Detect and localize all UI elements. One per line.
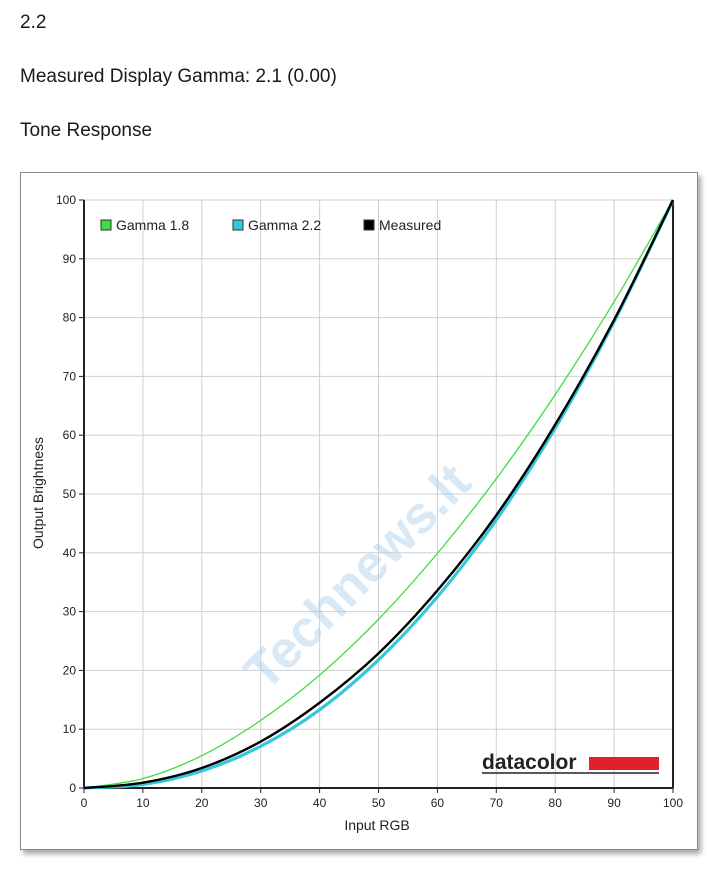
x-tick-label: 70 <box>490 796 504 810</box>
x-tick-label: 40 <box>313 796 327 810</box>
x-tick-label: 80 <box>549 796 563 810</box>
tone-response-title: Tone Response <box>20 120 153 141</box>
legend-swatch-measured <box>363 219 375 231</box>
legend-swatch-gamma-2-2 <box>232 219 244 231</box>
y-tick-label: 70 <box>63 369 77 383</box>
y-tick-label: 0 <box>69 781 76 795</box>
legend-label-gamma-1-8: Gamma 1.8 <box>116 217 189 233</box>
x-tick-label: 30 <box>254 796 268 810</box>
measured-gamma-text: Measured Display Gamma: 2.1 (0.00) <box>20 66 337 87</box>
x-tick-label: 90 <box>607 796 621 810</box>
tone-response-chart-frame: Technews.lt 0 10 20 30 40 50 60 70 80 90 100 0 10 20 3… <box>20 172 698 850</box>
gamma-target-value: 2.2 <box>20 12 47 33</box>
x-tick-label: 0 <box>81 796 88 810</box>
y-tick-label: 40 <box>63 546 77 560</box>
y-tick-label: 80 <box>63 311 77 325</box>
series-line-measured <box>83 199 675 790</box>
legend-swatch-gamma-1-8 <box>100 219 112 231</box>
legend-label-measured: Measured <box>379 217 441 233</box>
y-tick-label: 60 <box>63 428 77 442</box>
y-tick-label: 10 <box>63 722 77 736</box>
x-tick-label: 10 <box>136 796 150 810</box>
x-tick-label: 100 <box>663 796 683 810</box>
tone-response-chart: Technews.lt 0 10 20 30 40 50 60 70 80 90 100 0 10 20 3… <box>30 193 683 833</box>
svg-text:Technews.lt: Technews.lt <box>233 453 482 702</box>
series-line-gamma-1-8 <box>83 199 674 789</box>
datacolor-logo: datacolor <box>482 751 659 774</box>
x-axis-label: Input RGB <box>344 817 409 833</box>
svg-text:datacolor: datacolor <box>482 751 577 774</box>
y-tick-label: 30 <box>63 605 77 619</box>
legend-label-gamma-2-2: Gamma 2.2 <box>248 217 321 233</box>
y-tick-label: 50 <box>63 487 77 501</box>
x-tick-label: 20 <box>195 796 209 810</box>
y-tick-label: 20 <box>63 663 77 677</box>
y-axis-label: Output Brightness <box>30 437 46 549</box>
x-tick-label: 60 <box>431 796 445 810</box>
x-tick-label: 50 <box>372 796 386 810</box>
y-tick-label: 90 <box>63 252 77 266</box>
watermark-logo: Technews.lt <box>233 453 482 702</box>
y-tick-label: 100 <box>56 193 76 207</box>
